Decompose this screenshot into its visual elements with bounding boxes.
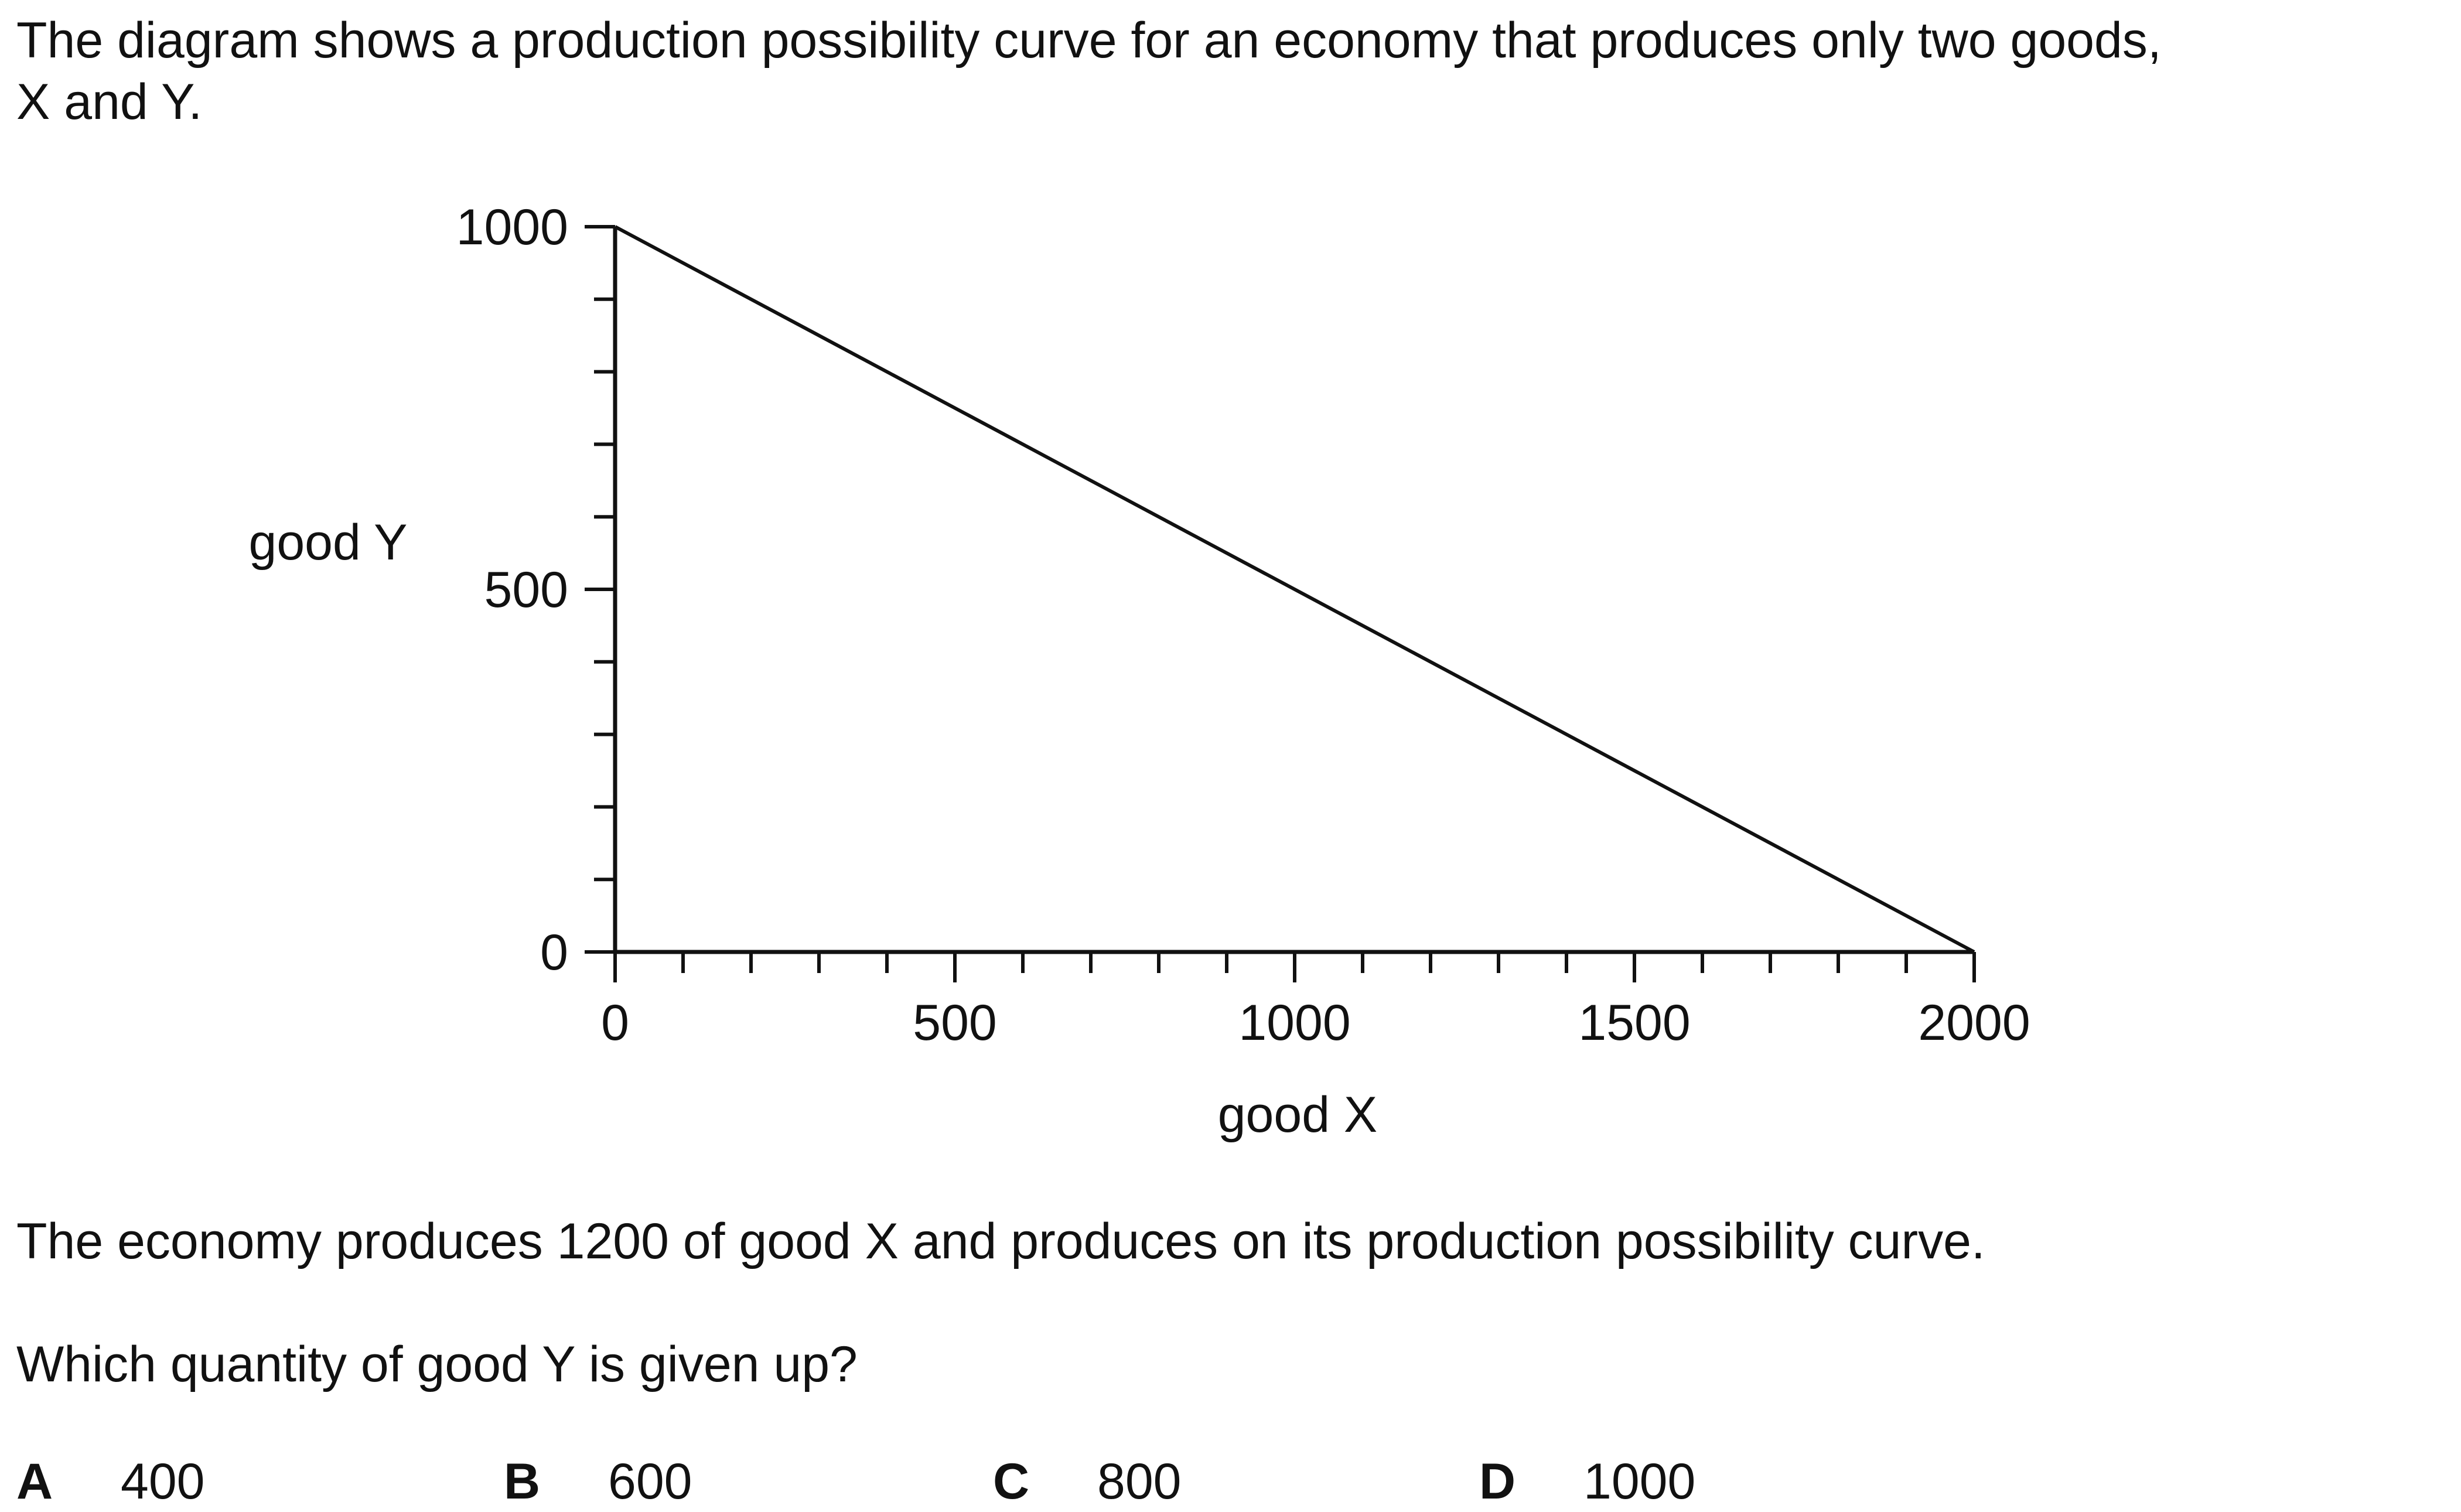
x-axis-label: good X: [1218, 1087, 1378, 1143]
option-c[interactable]: C 800: [993, 1452, 1182, 1512]
x-tick-label: 1000: [1238, 995, 1350, 1051]
y-axis-label: good Y: [248, 514, 407, 571]
option-letter: A: [16, 1453, 53, 1510]
chart-ticks: [585, 225, 1976, 982]
x-tick-label: 2000: [1918, 995, 2030, 1051]
option-value: 600: [608, 1453, 692, 1510]
y-tick-label: 1000: [456, 199, 568, 255]
option-value: 400: [121, 1453, 205, 1510]
option-b[interactable]: B 600: [504, 1452, 692, 1512]
y-tick-label: 500: [484, 562, 569, 618]
ppc-chart: 0 500 1000 0 500 1000 1500 2000 good X good Y: [248, 199, 2030, 1143]
ppc-line: [614, 225, 1975, 954]
x-tick-label: 0: [601, 995, 629, 1051]
x-tick-label: 1500: [1578, 995, 1690, 1051]
option-letter: C: [993, 1453, 1030, 1510]
intro-text-line-2: X and Y.: [16, 74, 203, 130]
option-value: 1000: [1583, 1453, 1696, 1510]
option-value: 800: [1097, 1453, 1182, 1510]
option-d[interactable]: D 1000: [1479, 1452, 1695, 1512]
option-letter: D: [1479, 1453, 1516, 1510]
x-tick-label: 500: [913, 995, 997, 1051]
chart-series: [614, 225, 1975, 954]
chart-tick-labels: 0 500 1000 0 500 1000 1500 2000: [456, 199, 2030, 1051]
y-tick-label: 0: [540, 924, 568, 981]
question-statement: The economy produces 1200 of good X and …: [16, 1213, 1985, 1269]
option-letter: B: [504, 1453, 541, 1510]
option-a[interactable]: A 400: [16, 1452, 205, 1512]
intro-text-line-1: The diagram shows a production possibili…: [16, 12, 2162, 69]
question-prompt: Which quantity of good Y is given up?: [16, 1336, 858, 1392]
